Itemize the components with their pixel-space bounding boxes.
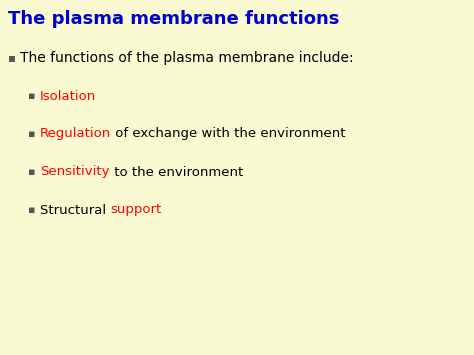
Text: Structural: Structural — [40, 203, 110, 217]
Text: ▪: ▪ — [28, 91, 36, 101]
Text: ▪: ▪ — [8, 51, 16, 65]
Text: ▪: ▪ — [28, 129, 36, 139]
Text: of exchange with the environment: of exchange with the environment — [111, 127, 346, 141]
Text: ▪: ▪ — [28, 167, 36, 177]
Text: Regulation: Regulation — [40, 127, 111, 141]
Text: Sensitivity: Sensitivity — [40, 165, 109, 179]
Text: Isolation: Isolation — [40, 89, 96, 103]
Text: to the environment: to the environment — [109, 165, 243, 179]
Text: support: support — [110, 203, 162, 217]
Text: The plasma membrane functions: The plasma membrane functions — [8, 10, 339, 28]
Text: The functions of the plasma membrane include:: The functions of the plasma membrane inc… — [20, 51, 354, 65]
Text: ▪: ▪ — [28, 205, 36, 215]
